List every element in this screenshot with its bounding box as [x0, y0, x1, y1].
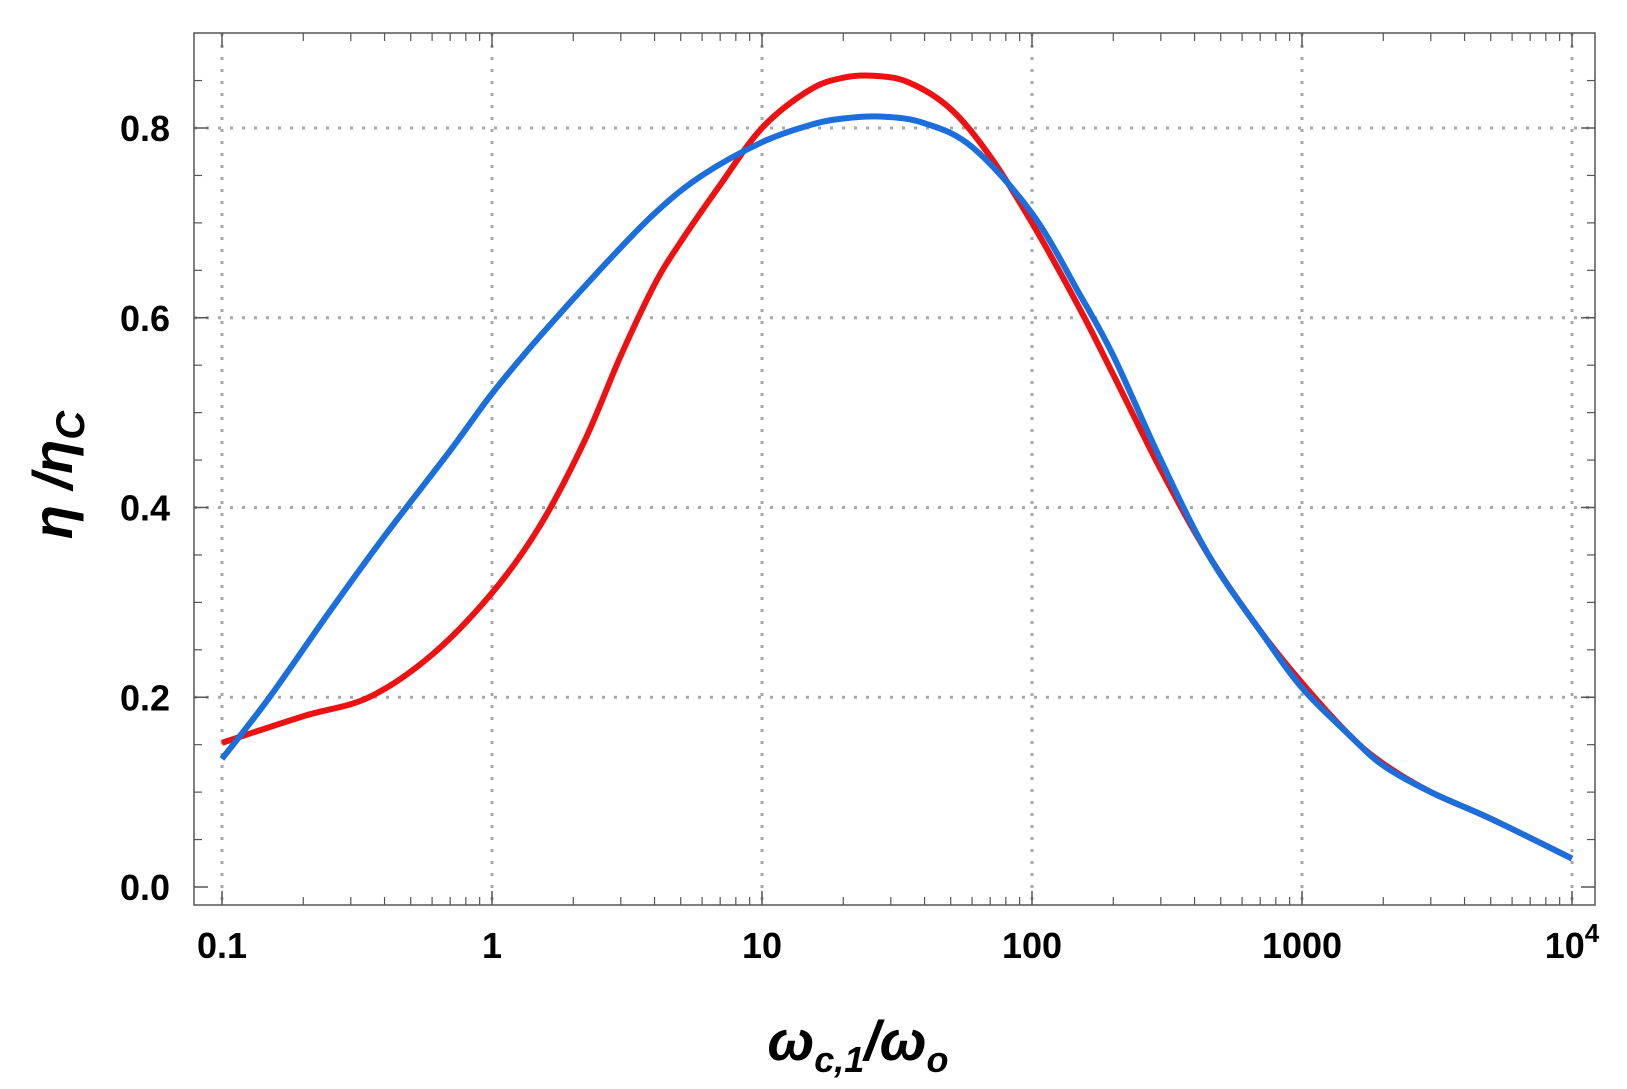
x-axis-title: ωc,1/ωo: [767, 1009, 948, 1080]
x-axis-title-mid: /ω: [861, 1009, 926, 1072]
series-layer: [219, 72, 1574, 862]
x-tick-label: 104: [1545, 918, 1600, 966]
y-tick-label: 0.2: [120, 677, 170, 718]
minor-ticks: [194, 33, 1595, 905]
y-tick-label: 0.8: [120, 108, 170, 149]
y-tick-label: 0.6: [120, 298, 170, 339]
x-axis-title-main: ω: [767, 1009, 814, 1072]
y-axis-title-main: η /η: [21, 440, 84, 540]
y-axis-title: η /ηC: [21, 410, 93, 540]
x-tick-label: 1000: [1262, 925, 1342, 966]
y-tick-labels: 0.0 0.2 0.4 0.6 0.8: [120, 108, 170, 908]
x-tick-label: 10: [742, 925, 782, 966]
x-axis-title-sub2: o: [927, 1039, 949, 1080]
x-tick-label: 100: [1002, 925, 1062, 966]
series-line-1: [221, 72, 1574, 862]
series-line-2: [219, 113, 1574, 862]
plot-frame: [193, 32, 1596, 906]
x-tick-label: 1: [482, 925, 502, 966]
x-axis-title-sub1: c,1: [814, 1039, 864, 1080]
y-tick-label: 0.4: [120, 488, 170, 529]
x-tick-label: 0.1: [197, 925, 247, 966]
y-axis-title-sub: C: [49, 410, 93, 440]
y-tick-label: 0.0: [120, 867, 170, 908]
grid: [194, 33, 1595, 905]
x-tick-labels: 0.1 1 10 100 1000 104: [197, 918, 1600, 966]
